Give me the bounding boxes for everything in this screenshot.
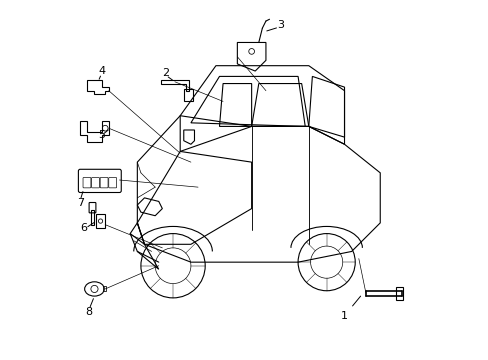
Text: 3: 3 [276,19,283,30]
Text: 8: 8 [85,307,93,317]
Text: 4: 4 [98,66,105,76]
Text: 7: 7 [77,198,83,208]
Text: 1: 1 [340,296,360,321]
Text: 6: 6 [80,223,87,233]
Text: 2: 2 [162,68,169,78]
Text: 5: 5 [98,130,105,140]
